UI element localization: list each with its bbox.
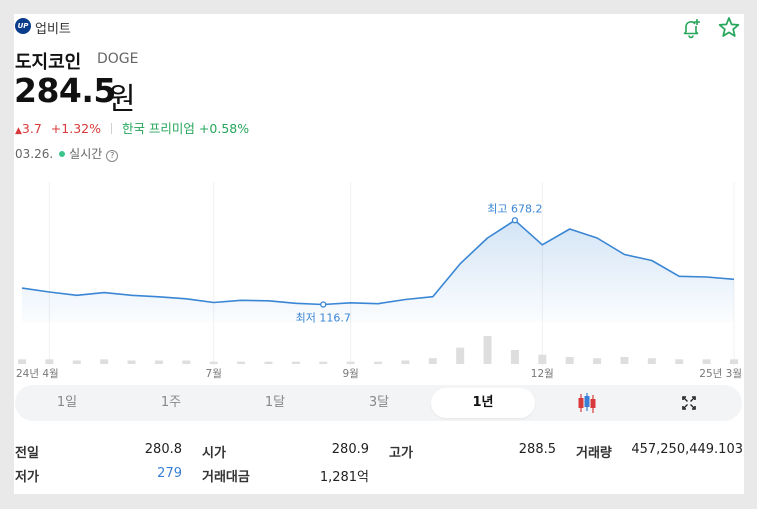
- x-tick-label: 9월: [342, 368, 358, 380]
- volume-bar: [291, 361, 300, 364]
- volume-bar: [538, 354, 547, 364]
- x-tick-label: 24년 4월: [16, 368, 59, 380]
- price-chart[interactable]: 최고 678.2 최저 116.7 24년 4월 7월 9월 12월 25년 3월: [14, 182, 744, 382]
- coin-ticker: DOGE: [97, 51, 139, 67]
- volume-bar: [374, 361, 382, 364]
- stat-volume-label: 거래량: [576, 446, 612, 461]
- tab-3-months[interactable]: 3달: [368, 395, 390, 410]
- stat-low-value: 279: [157, 466, 182, 481]
- stat-prev-close-value: 280.8: [144, 442, 182, 457]
- stat-prev-close-label: 전일: [15, 446, 39, 461]
- high-label: 최고 678.2: [487, 202, 542, 215]
- volume-bar: [72, 360, 81, 364]
- volume-bar: [182, 360, 191, 364]
- price-line: [21, 219, 735, 306]
- coin-quote-card: UP 업비트 도지코인 DOGE 284.5 원 ▲3.7 +1.32% 한국 …: [14, 14, 744, 494]
- volume-bar: [428, 358, 437, 364]
- period-tabs: 1일 1주 1달 3달 1년: [15, 385, 742, 421]
- volume-bar: [675, 359, 684, 364]
- volume-bar: [346, 361, 355, 364]
- header-bar: UP 업비트: [14, 14, 744, 40]
- x-tick-label: 7월: [206, 368, 222, 380]
- tab-1-week[interactable]: 1주: [160, 395, 182, 410]
- x-tick-label: 12월: [531, 368, 554, 380]
- volume-bar: [127, 360, 136, 364]
- source-name[interactable]: 업비트: [35, 22, 71, 37]
- stat-high-value: 288.5: [518, 442, 556, 457]
- price-unit: 원: [108, 82, 136, 117]
- favorite-star-icon[interactable]: [716, 15, 742, 41]
- stat-open-value: 280.9: [331, 442, 369, 457]
- low-label: 최저 116.7: [296, 311, 351, 324]
- divider: [110, 123, 112, 134]
- premium-value: +0.58%: [198, 121, 250, 136]
- status-row: 03.26. 실시간?: [15, 145, 119, 162]
- change-percent: +1.32%: [50, 121, 101, 136]
- volume-bar: [593, 358, 602, 364]
- stat-trade-amount-label: 거래대금: [202, 470, 250, 485]
- volume-bar: [45, 359, 54, 364]
- coin-name: 도지코인: [15, 52, 82, 73]
- volume-bar: [483, 336, 492, 364]
- candlestick-chart-icon[interactable]: [535, 388, 639, 418]
- volume-bar: [209, 361, 218, 364]
- upbit-logo: UP: [15, 18, 31, 34]
- stats-table: 전일 280.8 시가 280.9 고가 288.5 거래량 457,250,4…: [14, 438, 744, 488]
- volume-bar: [237, 361, 246, 364]
- current-price: 284.5: [14, 71, 116, 110]
- up-arrow-icon: ▲: [15, 126, 22, 136]
- volume-bar: [510, 350, 519, 364]
- change-row: ▲3.7 +1.32% 한국 프리미엄 +0.58%: [15, 118, 249, 137]
- price-area: [22, 220, 734, 322]
- change-amount: 3.7: [21, 121, 42, 136]
- help-icon[interactable]: ?: [106, 150, 119, 162]
- volume-bar: [702, 359, 711, 364]
- premium-label: 한국 프리미엄: [121, 121, 195, 136]
- realtime-dot-icon: [59, 151, 66, 157]
- stat-open-label: 시가: [202, 446, 226, 461]
- volume-bar: [620, 357, 629, 364]
- stat-volume-value: 457,250,449.103: [631, 442, 743, 457]
- quote-date: 03.26.: [15, 147, 54, 161]
- expand-icon[interactable]: [637, 388, 741, 418]
- tab-1-year[interactable]: 1년: [431, 388, 535, 418]
- realtime-label: 실시간: [69, 147, 103, 161]
- volume-bar: [401, 360, 410, 364]
- add-alert-bell-icon[interactable]: [678, 15, 704, 41]
- volume-bar: [100, 359, 109, 364]
- tab-1-day[interactable]: 1일: [56, 395, 78, 410]
- volume-bar: [18, 359, 26, 364]
- volume-bar: [456, 347, 465, 364]
- volume-bar: [730, 359, 738, 364]
- tab-1-month[interactable]: 1달: [264, 395, 286, 410]
- volume-bar: [565, 357, 574, 364]
- volume-bar: [264, 361, 273, 364]
- volume-bar: [319, 361, 328, 364]
- x-tick-label: 25년 3월: [699, 368, 742, 380]
- volume-bar: [647, 358, 656, 364]
- stat-low-label: 저가: [15, 470, 39, 485]
- low-point-marker: [320, 301, 327, 308]
- stat-trade-amount-value: 1,281억: [319, 470, 369, 485]
- stat-high-label: 고가: [389, 446, 413, 461]
- high-point-marker: [511, 217, 519, 224]
- volume-bar: [154, 360, 163, 364]
